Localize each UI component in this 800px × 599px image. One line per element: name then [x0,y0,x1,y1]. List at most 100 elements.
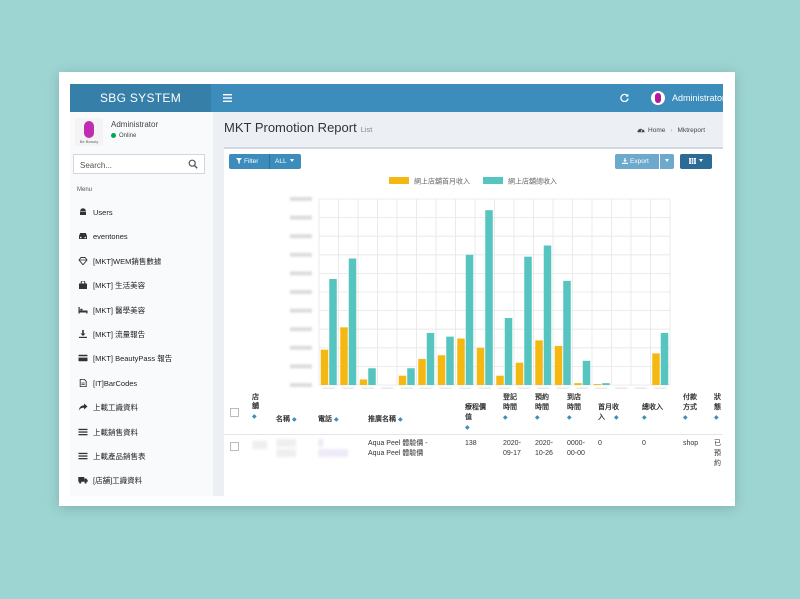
x-tick-label-redacted [342,388,355,389]
export-button[interactable]: Export [615,154,659,169]
th-book-time[interactable]: 預約時間 ◆ [535,394,549,421]
diamond-icon [78,256,88,265]
breadcrumb-home[interactable]: Home [637,127,665,134]
table-icon [689,157,696,164]
bar-first-month-income [457,338,465,385]
bar-first-month-income [593,384,602,385]
report-panel: Filter ALL Export 網上店舖首月收入 網上店舖總收入 店舖 ◆ 名稱… [224,147,723,496]
th-first-income[interactable]: 首月收入 ◆ [598,404,619,421]
y-tick-label-redacted [290,252,312,257]
bar-total-income [446,336,454,385]
cell-status: 已預約 [714,440,721,467]
bar-total-income [465,254,474,385]
credit-card-icon [78,355,88,362]
x-tick-label-redacted [537,388,550,389]
breadcrumb: Home › Mktreport [637,126,705,134]
select-all-checkbox[interactable] [230,408,239,417]
y-tick-label-redacted [290,308,312,313]
bar-total-income [524,256,532,385]
user-avatar[interactable] [651,91,665,105]
menu-header: Menu [77,187,93,193]
brand-logo[interactable]: SBG SYSTEM [70,84,211,112]
th-store[interactable]: 店舖 ◆ [252,394,259,420]
bar-first-month-income [554,345,563,385]
report-table: 店舖 ◆ 名稱 ◆ 電話 ◆ 推廣名稱 ◆ 療程價值 ◆ 登記時間 ◆ 預約時間 ◆ 到店時間… [224,389,723,496]
th-price[interactable]: 療程價值 ◆ [465,404,486,431]
th-payment[interactable]: 付款方式 ◆ [683,394,697,421]
export-dropdown-toggle[interactable] [659,154,674,169]
sidebar-item-upload-staff-data[interactable]: 上載工識資料 [70,396,212,420]
content-area: MKT Promotion Report List Home › Mktreport … [213,112,723,496]
sidebar-item-medical-beauty[interactable]: [MKT] 醫學美容 [70,299,212,323]
x-tick-label-redacted [556,388,569,389]
chevron-down-icon [289,159,294,162]
x-tick-label-redacted [576,388,589,389]
bar-first-month-income [476,347,485,385]
sidebar-item-store-staff-data[interactable]: [店舖]工識資料 [70,469,212,493]
th-promo[interactable]: 推廣名稱 ◆ [368,416,403,423]
th-total-income[interactable]: 總收入 ◆ [642,404,663,421]
all-dropdown-button[interactable]: ALL [269,154,301,169]
sidebar-item-barcodes[interactable]: [IT]BarCodes [70,372,212,396]
bar-first-month-income [496,375,504,385]
cell-promo: Aqua Peel 體驗價 - Aqua Peel 體驗價 [368,440,428,457]
th-reg-time[interactable]: 登記時間 ◆ [503,394,517,421]
x-tick-label-redacted [381,388,394,389]
cell-phone-redacted: ░ ░░░░░░ [318,440,348,457]
th-name[interactable]: 名稱 ◆ [276,416,297,423]
refresh-icon[interactable] [620,84,629,112]
x-tick-label-redacted [498,388,511,389]
sidebar-toggle-icon[interactable] [220,84,234,112]
cell-book-time: 2020- 10-26 [535,440,553,457]
row-checkbox[interactable] [230,442,239,451]
y-tick-label-redacted [290,271,312,276]
sidebar-item-users[interactable]: Users [70,201,212,225]
bar-first-month-income [652,353,660,385]
promotion-bar-chart: 網上店舖首月收入 網上店舖總收入 [290,177,671,389]
y-tick-label-redacted [290,383,312,387]
search-icon[interactable] [188,159,198,169]
app-window: SBG SYSTEM Administrator Administrator O… [70,84,723,496]
sidebar-item-beautypass-report[interactable]: [MKT] BeautyPass 報告 [70,347,212,371]
sidebar-item-eventones[interactable]: eventones [70,225,212,249]
bar-total-income [426,332,435,385]
bar-first-month-income [320,349,329,385]
car-icon [79,233,87,240]
bar-total-income [660,332,669,385]
bar-first-month-income [574,383,582,385]
page-subtitle: List [360,125,373,134]
bar-total-income [582,360,591,385]
bar-first-month-income [515,362,524,385]
screenshot-frame: SBG SYSTEM Administrator Administrator O… [59,72,735,506]
sidebar-item-upload-sales-data[interactable]: 上載銷售資料 [70,421,212,445]
bar-total-income [563,280,571,385]
search-input[interactable] [74,156,196,175]
sidebar-search [73,154,205,175]
filter-button[interactable]: Filter [229,154,269,169]
th-status[interactable]: 狀態 ◆ [714,394,721,421]
sidebar-item-traffic-report[interactable]: [MKT] 流量報告 [70,323,212,347]
breadcrumb-current: Mktreport [677,127,705,134]
bar-first-month-income [437,355,446,385]
cell-payment: shop [683,440,699,447]
top-navbar: SBG SYSTEM Administrator [70,84,723,112]
cell-name-redacted: ░░░░ ░░░░ [276,440,296,457]
sidebar-avatar [75,118,103,146]
th-arrive-time[interactable]: 到店時間 ◆ [567,394,581,421]
columns-button[interactable] [680,154,712,169]
y-tick-label-redacted [290,345,312,350]
bar-total-income [368,368,376,385]
chevron-down-icon [665,159,669,162]
x-tick-label-redacted [478,388,491,389]
cell-price: 138 [465,440,477,447]
sidebar-item-lifestyle-beauty[interactable]: [MKT] 生活美容 [70,274,212,298]
sidebar-item-wem-sales[interactable]: [MKT]WEM銷售數據 [70,250,212,274]
user-menu[interactable]: Administrator [672,93,723,103]
cell-total-income: 0 [642,440,646,447]
sidebar-item-upload-product-sales[interactable]: 上載產品銷售表 [70,445,212,469]
cell-reg-time: 2020- 09-17 [503,440,521,457]
x-tick-label-redacted [322,388,335,389]
th-phone[interactable]: 電話 ◆ [318,416,339,423]
filter-icon [236,157,242,164]
x-tick-label-redacted [595,388,608,389]
